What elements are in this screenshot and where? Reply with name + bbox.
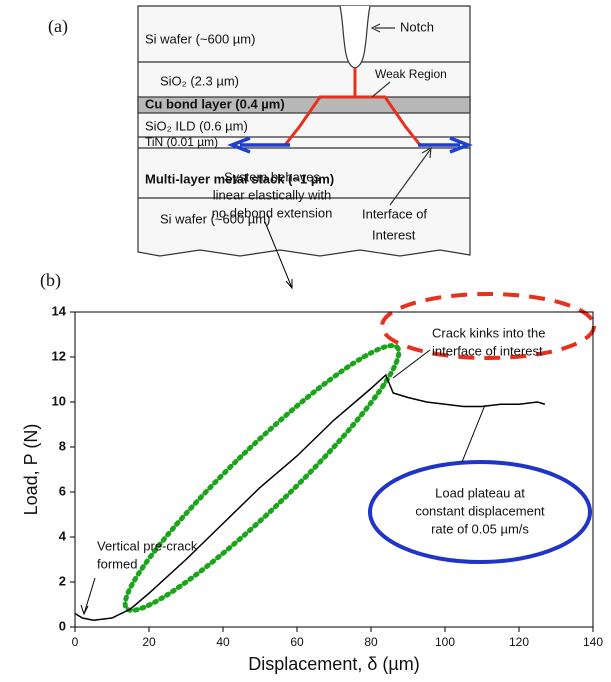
y-tick-label: 10 bbox=[52, 393, 66, 408]
stack-outline bbox=[137, 5, 471, 257]
x-tick-label: 140 bbox=[583, 635, 603, 649]
x-tick-label: 120 bbox=[509, 635, 529, 649]
weak-arrow bbox=[371, 81, 391, 98]
arrow bbox=[392, 349, 431, 379]
x-tick-label: 20 bbox=[142, 635, 156, 649]
annotation: System behaves bbox=[224, 169, 321, 184]
diagram bbox=[137, 5, 473, 257]
layer-label: Si wafer (~600 µm) bbox=[145, 31, 255, 46]
x-tick-label: 100 bbox=[435, 635, 455, 649]
y-tick-label: 14 bbox=[52, 303, 67, 318]
y-tick-label: 6 bbox=[59, 483, 66, 498]
arrow bbox=[264, 221, 293, 290]
y-tick-label: 2 bbox=[59, 573, 66, 588]
x-tick-label: 80 bbox=[364, 635, 378, 649]
plot-frame bbox=[74, 311, 594, 628]
y-tick-label: 12 bbox=[52, 348, 66, 363]
y-tick-label: 0 bbox=[59, 618, 66, 633]
arrow bbox=[461, 404, 486, 463]
x-tick-label: 40 bbox=[216, 635, 230, 649]
layer-label: TiN (0.01 µm) bbox=[145, 135, 218, 149]
layer-label: SiO₂ ILD (0.6 µm) bbox=[145, 118, 248, 133]
y-tick-label: 8 bbox=[59, 438, 66, 453]
callout: Interest bbox=[372, 227, 416, 242]
layer-label: Si wafer (~600 µm) bbox=[160, 211, 270, 226]
highlight-ellipse bbox=[122, 343, 402, 613]
y-tick-label: 4 bbox=[59, 528, 67, 543]
annotation: Crack kinks into the bbox=[432, 325, 545, 340]
callout: Notch bbox=[400, 19, 434, 34]
callout: Interface of bbox=[362, 206, 427, 221]
panel-label: (b) bbox=[40, 270, 61, 291]
annotation: formed bbox=[97, 556, 137, 571]
annotation: linear elastically with bbox=[213, 187, 332, 202]
x-axis-label: Displacement, δ (µm) bbox=[248, 654, 419, 674]
highlight-ellipse bbox=[368, 460, 592, 564]
arrow-right bbox=[418, 136, 473, 154]
layer-label: Cu bond layer (0.4 µm) bbox=[145, 96, 285, 111]
annotation: no debond extension bbox=[212, 205, 333, 220]
annotation: rate of 0.05 µm/s bbox=[431, 521, 529, 536]
highlight-ellipse bbox=[380, 292, 596, 360]
arrow bbox=[80, 577, 96, 616]
arrow-left bbox=[227, 136, 290, 154]
notch-arrow bbox=[370, 23, 395, 33]
x-tick-label: 60 bbox=[290, 635, 304, 649]
layer-label: SiO₂ (2.3 µm) bbox=[160, 73, 239, 88]
callout: Weak Region bbox=[375, 67, 447, 81]
crack-path bbox=[283, 68, 422, 146]
layer-label: Multi-layer metal stack (~1 µm) bbox=[145, 171, 334, 186]
annotation: Load plateau at bbox=[435, 485, 525, 500]
x-tick-label: 0 bbox=[72, 635, 79, 649]
annotation: interface of interest bbox=[432, 343, 543, 358]
annotation: constant displacement bbox=[415, 503, 545, 518]
y-axis-label: Load, P (N) bbox=[21, 424, 41, 516]
data-line bbox=[74, 373, 546, 622]
interface-arrow bbox=[389, 146, 432, 206]
arrows bbox=[80, 221, 486, 616]
annotation: Vertical pre-crack bbox=[97, 538, 198, 553]
panel-label: (a) bbox=[48, 16, 68, 37]
